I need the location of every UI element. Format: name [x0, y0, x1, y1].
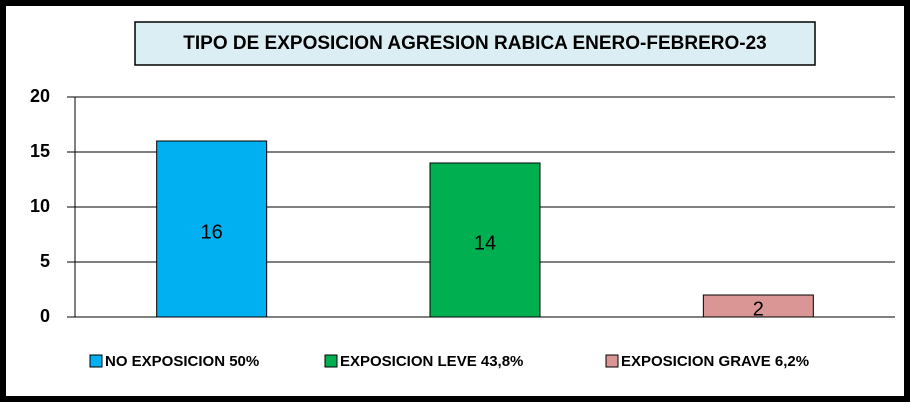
- y-tick-label: 5: [40, 251, 50, 271]
- data-label: 14: [474, 232, 496, 254]
- y-tick-label: 20: [30, 86, 50, 106]
- legend-label: NO EXPOSICION 50%: [105, 353, 259, 370]
- y-tick-label: 15: [30, 141, 50, 161]
- bar: [429, 162, 541, 318]
- bar: [702, 294, 814, 318]
- data-label: 16: [201, 221, 223, 243]
- bar: [156, 140, 268, 318]
- data-label: 2: [753, 298, 764, 320]
- legend-swatch: [605, 354, 619, 368]
- legend-label: EXPOSICION LEVE 43,8%: [340, 353, 523, 370]
- legend-swatch: [324, 354, 338, 368]
- y-tick-label: 10: [30, 196, 50, 216]
- legend-label: EXPOSICION GRAVE 6,2%: [621, 353, 809, 370]
- title-box: [134, 21, 816, 66]
- y-tick-label: 0: [40, 306, 50, 326]
- chart-title: TIPO DE EXPOSICION AGRESION RABICA ENERO…: [183, 33, 766, 54]
- legend-swatch: [89, 354, 103, 368]
